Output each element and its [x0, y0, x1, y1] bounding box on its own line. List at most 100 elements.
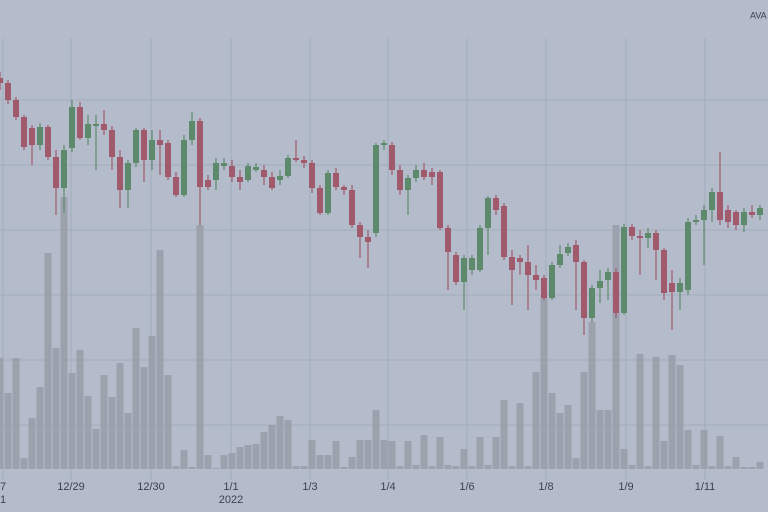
volume-bar: [204, 455, 212, 469]
volume-bar: [4, 393, 12, 469]
volume-bar: [468, 466, 476, 469]
volume-bar: [260, 432, 268, 469]
x-tick-label: 1/4: [380, 481, 395, 493]
candle-body: [693, 220, 699, 222]
volume-bar: [316, 455, 324, 469]
volume-bar: [612, 225, 620, 469]
candle-body: [501, 206, 507, 257]
volume-bar: [268, 425, 276, 469]
volume-bar: [116, 363, 124, 469]
candle-body: [757, 208, 763, 215]
candle-body: [437, 172, 443, 228]
candle-body: [133, 130, 139, 163]
volume-bar: [300, 466, 308, 469]
candle-body: [173, 177, 179, 195]
candle-body: [229, 166, 235, 177]
candle-body: [93, 124, 99, 126]
candle-body: [317, 188, 323, 213]
candle-body: [541, 278, 547, 298]
volume-bar: [628, 465, 636, 469]
candle-body: [405, 178, 411, 190]
candle-body: [381, 143, 387, 145]
volume-bar: [652, 357, 660, 469]
candle-body: [301, 160, 307, 163]
volume-bar: [244, 445, 252, 469]
candle-body: [477, 228, 483, 270]
volume-bar: [308, 440, 316, 469]
year-label: 1: [0, 494, 6, 506]
candle-body: [29, 128, 35, 145]
volume-bar: [340, 467, 348, 469]
candle-body: [245, 166, 251, 180]
volume-bar: [132, 328, 140, 469]
candle-body: [677, 283, 683, 292]
candle-body: [189, 121, 195, 140]
candle-body: [621, 227, 627, 313]
volume-bar: [540, 298, 548, 469]
x-tick-label: 7: [0, 481, 6, 493]
candle-body: [701, 210, 707, 220]
volume-bar: [636, 354, 644, 469]
candle-body: [605, 272, 611, 280]
candle-body: [637, 236, 643, 238]
volume-bar: [500, 400, 508, 469]
volume-bar: [396, 466, 404, 469]
volume-bar: [452, 466, 460, 469]
candle-body: [149, 140, 155, 160]
candle-body: [589, 288, 595, 318]
volume-bar: [684, 430, 692, 469]
volume-bar: [28, 418, 36, 469]
volume-bar: [556, 413, 564, 469]
volume-bar: [740, 467, 748, 469]
volume-bar: [732, 457, 740, 469]
candle-body: [285, 158, 291, 176]
volume-bar: [564, 405, 572, 469]
candle-body: [557, 254, 563, 265]
x-tick-label: 1/3: [302, 481, 317, 493]
volume-bar: [356, 440, 364, 469]
candle-body: [733, 212, 739, 225]
candle-body: [181, 140, 187, 195]
volume-bar: [372, 410, 380, 469]
volume-bar: [476, 437, 484, 469]
volume-bar: [660, 441, 668, 469]
volume-bar: [748, 467, 756, 469]
volume-bar: [756, 462, 764, 469]
candle-body: [365, 237, 371, 242]
x-tick-label: 1/1: [223, 481, 238, 493]
candle-body: [77, 107, 83, 138]
x-tick-label: 1/6: [459, 481, 474, 493]
candle-body: [533, 275, 539, 280]
candle-body: [21, 117, 27, 147]
x-tick-label: 12/30: [137, 481, 165, 493]
candle-body: [277, 176, 283, 180]
candle-body: [445, 228, 451, 252]
volume-bar: [236, 447, 244, 469]
volume-bar: [444, 465, 452, 469]
volume-bar: [364, 440, 372, 469]
volume-bar: [148, 336, 156, 469]
candle-body: [253, 167, 259, 170]
year-label: 2022: [219, 494, 243, 506]
volume-bar: [708, 466, 716, 469]
candle-body: [309, 163, 315, 188]
candle-body: [61, 150, 67, 188]
candle-body: [597, 281, 603, 288]
volume-bar: [324, 455, 332, 469]
candle-body: [517, 258, 523, 262]
candle-body: [197, 121, 203, 187]
candle-body: [717, 192, 723, 220]
volume-bar: [692, 465, 700, 469]
volume-bar: [332, 441, 340, 469]
candle-body: [645, 233, 651, 238]
candle-body: [549, 265, 555, 298]
candle-body: [493, 198, 499, 210]
volume-bar: [0, 358, 4, 469]
candle-body: [333, 173, 339, 187]
volume-bar: [12, 358, 20, 469]
volume-bar: [156, 250, 164, 469]
volume-bar: [252, 444, 260, 469]
volume-bar: [516, 403, 524, 469]
